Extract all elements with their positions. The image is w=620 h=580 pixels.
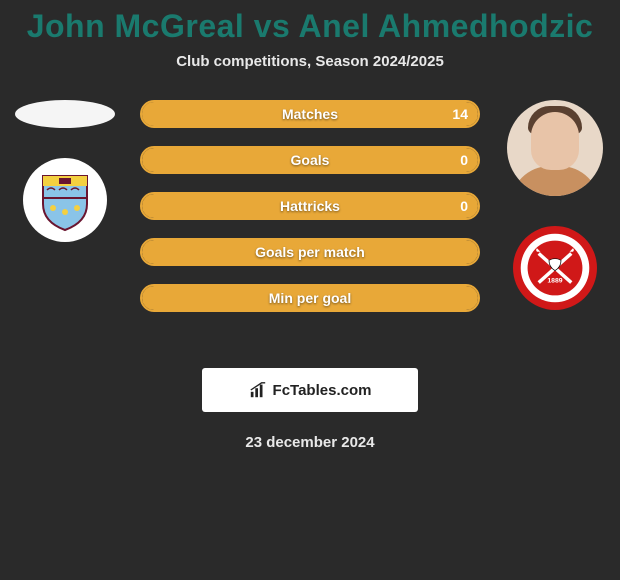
- burnley-badge-icon: [23, 158, 107, 242]
- date-label: 23 december 2024: [0, 434, 620, 451]
- chart-icon: [249, 381, 267, 399]
- sheffield-utd-badge-icon: 1889: [513, 219, 597, 317]
- stat-fill-right: [310, 148, 478, 172]
- left-player-column: [10, 100, 120, 242]
- stat-label: Goals: [291, 152, 330, 168]
- stat-bar: Goals per match: [140, 238, 480, 266]
- stat-label: Matches: [282, 106, 338, 122]
- stat-fill-left: [142, 148, 310, 172]
- stat-bar: Matches 14: [140, 100, 480, 128]
- title: John McGreal vs Anel Ahmedhodzic: [0, 0, 620, 45]
- stat-right-value: 0: [460, 198, 468, 214]
- player-left-photo-placeholder: [15, 100, 115, 128]
- stat-right-value: 0: [460, 152, 468, 168]
- stat-label: Min per goal: [269, 290, 351, 306]
- stat-label: Hattricks: [280, 198, 340, 214]
- stat-bar: Hattricks 0: [140, 192, 480, 220]
- comparison-card: John McGreal vs Anel Ahmedhodzic Club co…: [0, 0, 620, 451]
- subtitle: Club competitions, Season 2024/2025: [0, 53, 620, 70]
- player-right-body: [510, 166, 600, 196]
- player-right-face: [531, 112, 579, 170]
- watermark-text: FcTables.com: [273, 382, 372, 399]
- right-player-column: 1889: [500, 100, 610, 310]
- stat-right-value: 14: [452, 106, 468, 122]
- stat-bar: Min per goal: [140, 284, 480, 312]
- stats-list: Matches 14 Goals 0 Hattricks 0 Goals per match…: [140, 100, 480, 312]
- svg-text:1889: 1889: [547, 278, 562, 285]
- watermark-badge: FcTables.com: [202, 368, 418, 412]
- content-area: 1889 Matches 14 Goals 0 Hattricks 0 Goals per …: [0, 100, 620, 350]
- player-right-photo: [507, 100, 603, 196]
- stat-bar: Goals 0: [140, 146, 480, 174]
- player-right-club-badge: 1889: [513, 226, 597, 310]
- stat-label: Goals per match: [255, 244, 365, 260]
- player-left-club-badge: [23, 158, 107, 242]
